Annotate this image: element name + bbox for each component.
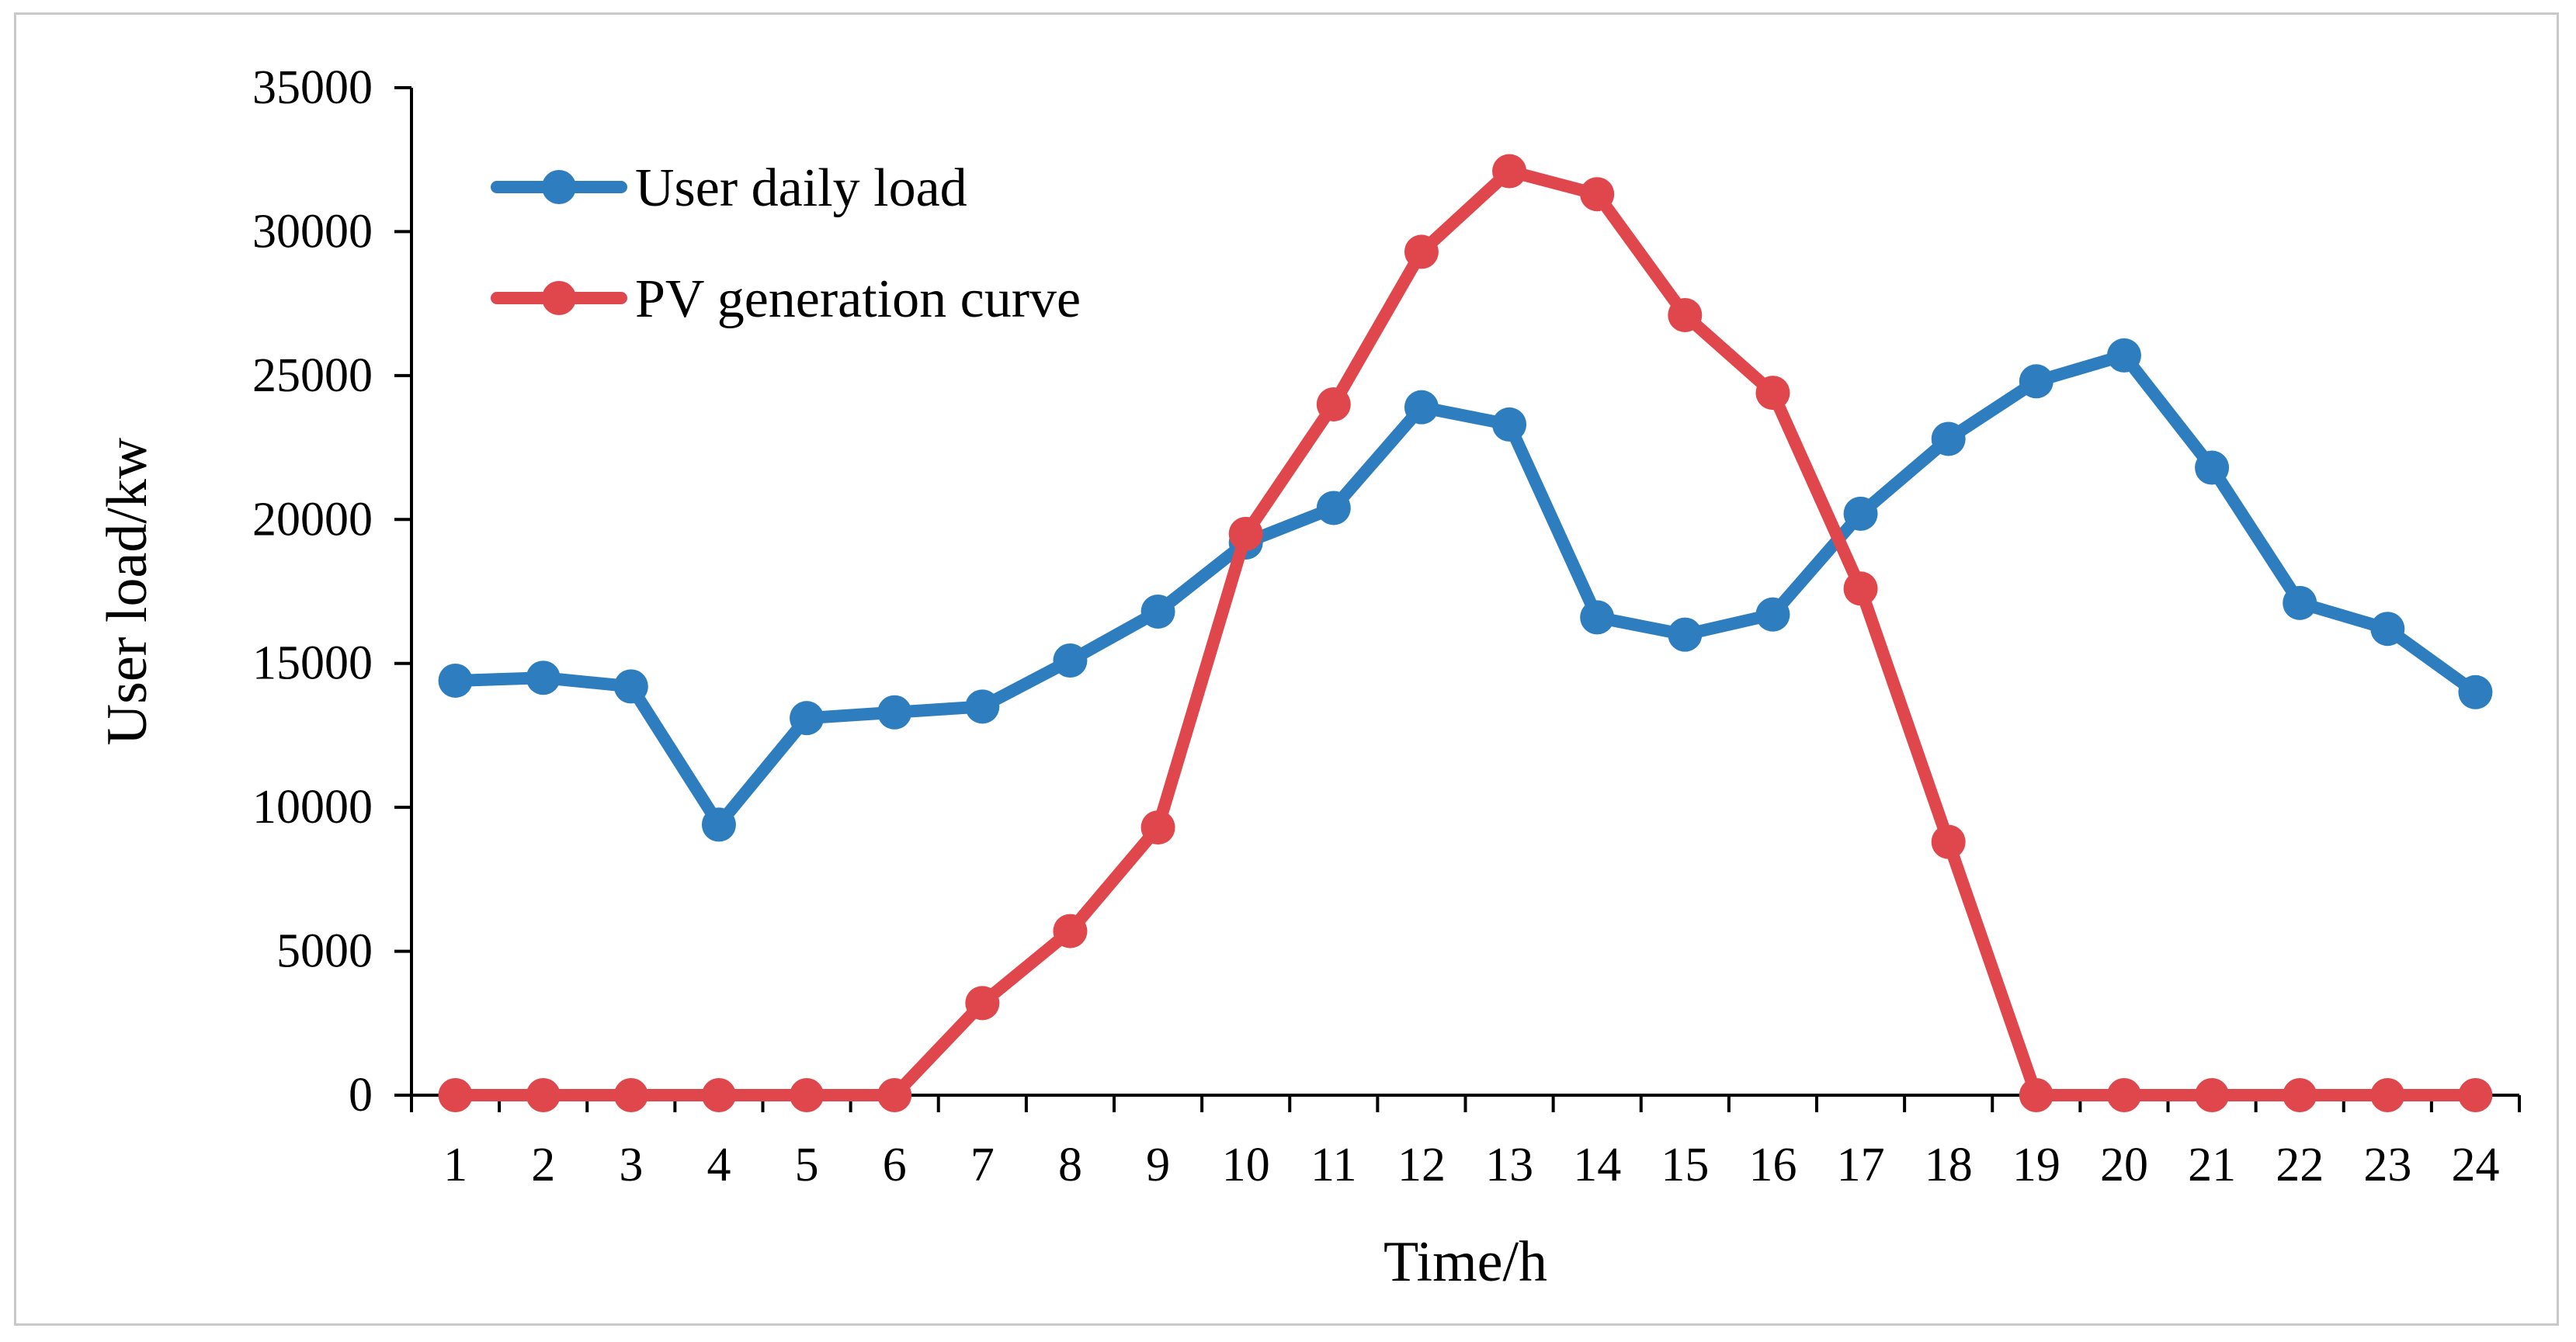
y-tick-label: 35000 — [252, 61, 373, 114]
legend-entry: PV generation curve — [491, 269, 1081, 329]
series-2 — [438, 154, 2493, 1112]
data-point — [1668, 297, 1703, 332]
x-tick-label: 20 — [2100, 1139, 2148, 1191]
data-point — [1404, 390, 1439, 425]
data-point — [2458, 674, 2493, 709]
data-point — [2458, 1078, 2493, 1112]
legend: User daily load PV generation curve — [491, 158, 1081, 329]
x-tick-label: 1 — [443, 1139, 467, 1191]
data-point — [1228, 516, 1263, 551]
x-tick-label: 22 — [2276, 1139, 2324, 1191]
data-point — [1931, 824, 1966, 859]
x-tick-label: 23 — [2363, 1139, 2411, 1191]
data-point — [701, 1078, 736, 1112]
x-tick-label: 12 — [1397, 1139, 1446, 1191]
data-point — [1492, 154, 1527, 189]
data-point — [1140, 810, 1175, 845]
data-point — [790, 701, 825, 736]
data-point — [1404, 234, 1439, 269]
x-tick-label: 17 — [1837, 1139, 1885, 1191]
data-point — [526, 1078, 561, 1112]
x-tick-label: 10 — [1222, 1139, 1270, 1191]
data-point — [1316, 491, 1351, 525]
x-tick-label: 3 — [619, 1139, 643, 1191]
data-point — [613, 1078, 648, 1112]
data-point — [2195, 450, 2230, 485]
data-point — [877, 695, 912, 730]
data-point — [2195, 1078, 2230, 1112]
data-point — [965, 986, 1000, 1021]
data-point — [965, 689, 1000, 724]
x-tick-label: 13 — [1485, 1139, 1533, 1191]
data-point — [1843, 571, 1878, 606]
data-point — [2106, 1078, 2141, 1112]
data-point — [2106, 338, 2141, 373]
x-tick-label: 14 — [1573, 1139, 1621, 1191]
data-point — [1140, 594, 1175, 629]
y-tick-label: 25000 — [252, 349, 373, 402]
data-point — [526, 661, 561, 695]
x-tick-label: 24 — [2451, 1139, 2499, 1191]
data-point — [1316, 387, 1351, 421]
data-point — [877, 1078, 912, 1112]
x-tick-label: 9 — [1146, 1139, 1170, 1191]
data-point — [2019, 1078, 2054, 1112]
x-tick-label: 16 — [1748, 1139, 1797, 1191]
data-point — [2370, 612, 2405, 647]
data-point — [2019, 364, 2054, 399]
legend-label: PV generation curve — [635, 269, 1081, 329]
y-tick-label: 0 — [349, 1069, 373, 1122]
x-tick-label: 2 — [531, 1139, 555, 1191]
x-axis-title: Time/h — [1383, 1230, 1547, 1294]
x-tick-label: 15 — [1661, 1139, 1709, 1191]
data-point — [1668, 617, 1703, 652]
data-point — [2370, 1078, 2405, 1112]
series-layer — [438, 154, 2493, 1112]
x-tick-label: 5 — [795, 1139, 819, 1191]
data-point — [1931, 421, 1966, 456]
data-point — [2283, 1078, 2317, 1112]
y-tick-label: 20000 — [252, 493, 373, 546]
data-point — [701, 807, 736, 842]
x-tick-label: 8 — [1058, 1139, 1082, 1191]
x-tick-label: 11 — [1311, 1139, 1357, 1191]
y-tick-label: 10000 — [252, 781, 373, 834]
data-point — [1755, 376, 1790, 411]
legend-entry: User daily load — [491, 158, 967, 218]
data-point — [1843, 496, 1878, 531]
data-point — [1580, 600, 1615, 635]
y-axis-title: User load/kw — [95, 437, 159, 745]
x-tick-label: 4 — [706, 1139, 731, 1191]
data-point — [1580, 177, 1615, 212]
x-tick-label: 19 — [2012, 1139, 2060, 1191]
series-1 — [438, 338, 2493, 842]
data-point — [790, 1078, 825, 1112]
y-tick-label: 5000 — [276, 925, 373, 978]
data-point — [1053, 914, 1088, 948]
legend-marker — [542, 170, 576, 204]
data-point — [1053, 643, 1088, 678]
x-tick-label: 21 — [2188, 1139, 2236, 1191]
series-line — [449, 349, 2482, 831]
x-tick-label: 7 — [970, 1139, 995, 1191]
x-tick-label: 18 — [1925, 1139, 1973, 1191]
data-point — [613, 669, 648, 704]
data-point — [438, 663, 473, 698]
x-tick-label: 6 — [883, 1139, 907, 1191]
data-point — [2283, 585, 2317, 620]
data-point — [1492, 407, 1527, 442]
legend-marker — [542, 281, 576, 315]
legend-label: User daily load — [635, 158, 967, 218]
y-tick-label: 30000 — [252, 205, 373, 258]
data-point — [1755, 597, 1790, 632]
data-point — [438, 1078, 473, 1112]
y-tick-label: 15000 — [252, 637, 373, 690]
